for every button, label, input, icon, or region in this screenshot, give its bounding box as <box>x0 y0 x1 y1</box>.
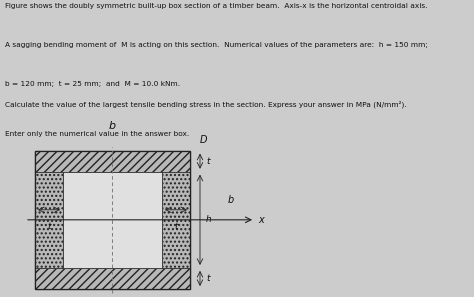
Text: t: t <box>206 274 210 283</box>
Text: t: t <box>47 222 51 231</box>
Text: b: b <box>109 121 116 131</box>
Text: x: x <box>258 215 264 225</box>
Bar <box>35 151 190 289</box>
Text: h: h <box>206 215 212 224</box>
Bar <box>35 151 190 172</box>
Bar <box>63 172 162 268</box>
Bar <box>35 151 190 289</box>
Bar <box>162 172 190 268</box>
Text: Enter only the numerical value in the answer box.: Enter only the numerical value in the an… <box>5 131 189 138</box>
Text: A sagging bending moment of  M is acting on this section.  Numerical values of t: A sagging bending moment of M is acting … <box>5 42 428 48</box>
Bar <box>35 172 63 268</box>
Text: b: b <box>228 195 234 205</box>
Text: Figure shows the doubly symmetric built-up box section of a timber beam.  Axis-x: Figure shows the doubly symmetric built-… <box>5 3 427 9</box>
Bar <box>35 268 190 289</box>
Text: Calculate the value of the largest tensile bending stress in the section. Expres: Calculate the value of the largest tensi… <box>5 101 407 108</box>
Text: D: D <box>200 135 208 145</box>
Text: t: t <box>174 222 178 231</box>
Text: t: t <box>206 157 210 166</box>
Text: b = 120 mm;  t = 25 mm;  and  M = 10.0 kNm.: b = 120 mm; t = 25 mm; and M = 10.0 kNm. <box>5 81 180 87</box>
